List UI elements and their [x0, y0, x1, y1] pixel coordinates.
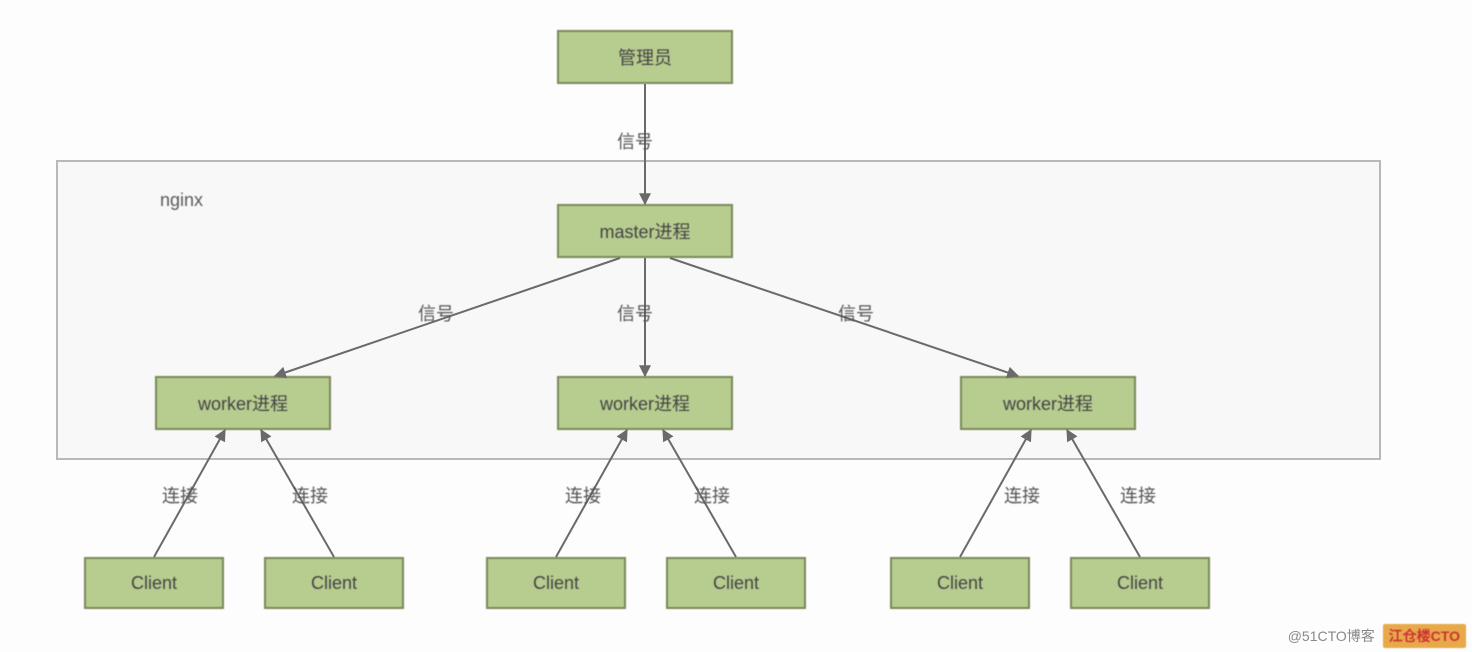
edge-label-2: 信号	[418, 300, 454, 326]
edge-label-0: 信号	[617, 128, 653, 154]
node-worker-2: worker进程	[557, 376, 733, 430]
node-admin-label: 管理员	[618, 44, 672, 70]
node-client-5: Client	[890, 557, 1030, 609]
node-worker-1: worker进程	[155, 376, 331, 430]
edge-label-3: 信号	[838, 300, 874, 326]
node-client-4-label: Client	[713, 573, 759, 594]
edge-label-7: 连接	[694, 482, 730, 508]
node-worker-2-label: worker进程	[600, 390, 690, 416]
node-admin: 管理员	[557, 30, 733, 84]
node-client-6-label: Client	[1117, 573, 1163, 594]
node-client-5-label: Client	[937, 573, 983, 594]
node-client-2-label: Client	[311, 573, 357, 594]
edge-label-1: 信号	[617, 300, 653, 326]
nginx-container-label: nginx	[160, 190, 203, 211]
node-worker-3: worker进程	[960, 376, 1136, 430]
edge-label-4: 连接	[162, 482, 198, 508]
edge-label-9: 连接	[1120, 482, 1156, 508]
edge-label-5: 连接	[292, 482, 328, 508]
node-client-6: Client	[1070, 557, 1210, 609]
node-client-3-label: Client	[533, 573, 579, 594]
node-master-label: master进程	[599, 218, 690, 244]
node-client-1: Client	[84, 557, 224, 609]
diagram-canvas: nginx 管理员 master进程 worker进程 worker进程 wor…	[0, 0, 1472, 652]
watermark-accent: 江仓楼CTO	[1383, 624, 1466, 648]
edge-label-6: 连接	[565, 482, 601, 508]
node-client-1-label: Client	[131, 573, 177, 594]
node-client-3: Client	[486, 557, 626, 609]
node-master: master进程	[557, 204, 733, 258]
node-worker-1-label: worker进程	[198, 390, 288, 416]
watermark: @51CTO博客 江仓楼CTO	[1288, 624, 1466, 648]
watermark-text: @51CTO博客	[1288, 628, 1375, 644]
node-client-4: Client	[666, 557, 806, 609]
edge-label-8: 连接	[1004, 482, 1040, 508]
node-worker-3-label: worker进程	[1003, 390, 1093, 416]
node-client-2: Client	[264, 557, 404, 609]
